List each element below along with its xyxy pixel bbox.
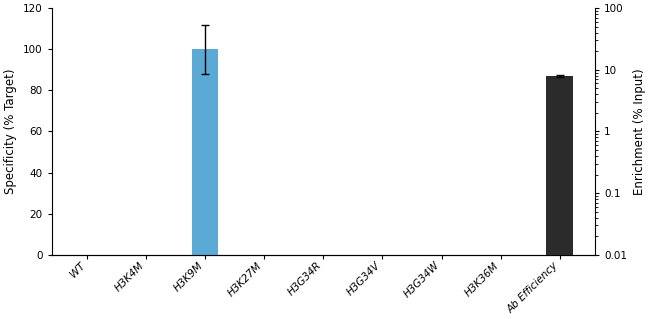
Bar — [547, 76, 573, 319]
Y-axis label: Specificity (% Target): Specificity (% Target) — [4, 69, 17, 194]
Y-axis label: Enrichment (% Input): Enrichment (% Input) — [633, 68, 646, 195]
Bar — [192, 49, 218, 255]
